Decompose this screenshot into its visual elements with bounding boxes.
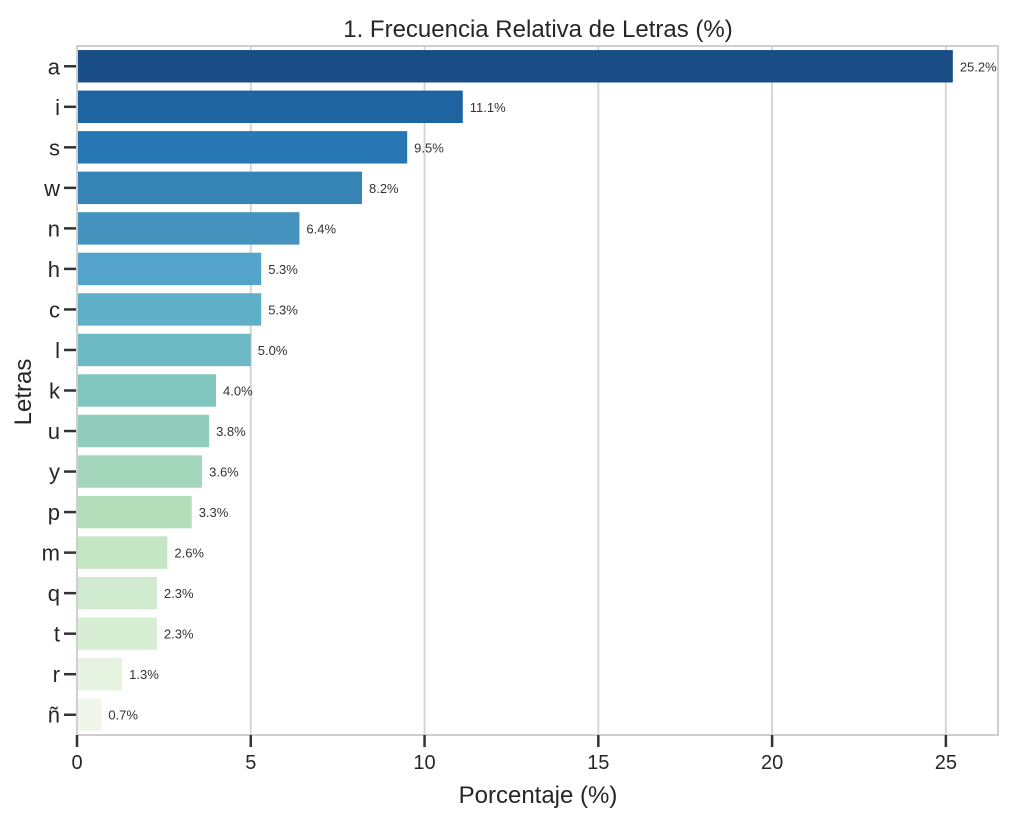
data-label-n: 6.4% [306,221,336,236]
x-axis-label: Porcentaje (%) [459,782,618,809]
bar-ñ [77,698,102,731]
bar-s [77,131,408,164]
bar-a [77,50,953,83]
x-tick-label-2: 10 [413,752,435,774]
plot-area: a 25.2% i 11.1% s 9.5% w 8.2% n 6.4% h 5.3% c 5.3% l 5.… [42,45,999,774]
bar-i [77,90,463,124]
y-tick-label-r: r [53,662,60,687]
data-label-a: 25.2% [960,59,997,74]
data-label-r: 1.3% [129,667,159,682]
y-tick-label-ñ: ñ [48,703,60,728]
data-label-y: 3.6% [209,465,239,480]
y-tick-label-y: y [49,460,60,485]
data-label-q: 2.3% [164,586,194,601]
data-label-c: 5.3% [268,302,298,317]
bar-l [77,333,251,367]
data-label-u: 3.8% [216,424,246,439]
y-tick-label-m: m [42,541,60,566]
y-axis-label: Letras [10,359,37,426]
x-tick-label-5: 25 [935,752,957,774]
x-tick-label-0: 0 [71,752,82,774]
y-tick-label-k: k [49,379,61,404]
data-label-w: 8.2% [369,181,399,196]
y-tick-label-n: n [48,216,60,241]
x-tick-label-4: 20 [761,752,783,774]
bar-y [77,455,203,488]
bar-h [77,252,262,286]
y-tick-label-u: u [48,419,60,444]
bar-m [77,536,168,569]
bar-w [77,171,362,205]
bar-r [77,657,123,691]
bar-u [77,414,210,448]
y-tick-label-p: p [48,500,60,525]
bar-k [77,374,217,407]
x-tick-label-1: 5 [245,752,256,774]
data-label-t: 2.3% [164,627,194,642]
data-label-s: 9.5% [414,140,444,155]
bar-n [77,212,300,245]
data-label-m: 2.6% [174,546,204,561]
y-tick-label-c: c [49,297,60,322]
bar-p [77,495,192,529]
y-tick-label-t: t [54,622,60,647]
y-tick-label-w: w [43,176,60,201]
data-label-p: 3.3% [199,505,229,520]
data-label-l: 5.0% [258,343,288,358]
bar-c [77,293,262,326]
bar-q [77,576,157,610]
x-tick-label-3: 15 [587,752,609,774]
bar-t [77,617,157,650]
y-tick-label-i: i [55,95,60,120]
y-tick-label-q: q [48,581,60,606]
data-label-ñ: 0.7% [108,708,138,723]
data-label-k: 4.0% [223,384,253,399]
data-label-i: 11.1% [470,100,506,115]
y-tick-label-l: l [55,338,60,363]
y-tick-label-s: s [49,135,60,160]
y-tick-label-h: h [48,257,60,282]
chart-title: 1. Frecuencia Relativa de Letras (%) [343,16,733,43]
plot-frame [76,45,999,736]
y-tick-label-a: a [48,54,61,79]
data-label-h: 5.3% [268,262,298,277]
